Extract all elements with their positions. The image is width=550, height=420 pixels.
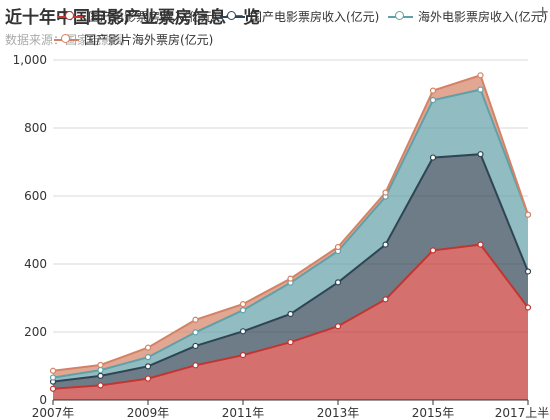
data-point-s3-10 — [477, 86, 484, 93]
legend-swatch-1-icon — [58, 10, 83, 24]
data-point-s1-8 — [382, 296, 389, 303]
y-tick-label: 600 — [24, 189, 47, 203]
data-point-s1-2 — [97, 382, 104, 389]
data-point-s4-11 — [524, 211, 532, 218]
data-point-s4-9 — [429, 87, 437, 94]
legend-item-foreign-box-office[interactable]: 海外电影票房收入(亿元) — [388, 8, 547, 25]
data-point-s4-4 — [192, 316, 199, 323]
data-point-s4-3 — [144, 344, 152, 351]
data-point-s2-8 — [382, 241, 389, 248]
x-tick-label: 2013年 — [317, 406, 360, 420]
legend-swatch-3-icon — [388, 10, 413, 24]
x-tick-label: 2017上半年 — [495, 406, 550, 420]
x-tick-label: 2007年 — [32, 406, 75, 420]
data-point-s4-5 — [239, 301, 247, 308]
data-point-s4-6 — [287, 275, 294, 282]
data-point-s1-7 — [334, 323, 342, 330]
data-point-s4-1 — [49, 367, 57, 374]
data-point-s2-7 — [334, 279, 342, 286]
legend-label-3: 海外电影票房收入(亿元) — [418, 10, 548, 24]
y-tick-label: 1,000 — [13, 53, 47, 67]
x-tick-label: 2011年 — [222, 406, 265, 420]
data-point-s1-1 — [49, 385, 57, 392]
data-point-s1-5 — [239, 352, 247, 359]
data-point-s2-10 — [477, 151, 484, 158]
data-point-s2-6 — [287, 310, 294, 318]
y-tick-label: 200 — [24, 325, 47, 339]
data-point-s2-5 — [239, 328, 247, 335]
data-point-s1-11 — [524, 304, 532, 311]
legend-item-overseas-box-office[interactable]: 国产影片海外票房(亿元) — [54, 31, 213, 48]
data-point-s3-5 — [239, 307, 247, 314]
data-point-s4-8 — [382, 189, 389, 196]
data-point-s4-10 — [477, 72, 484, 79]
y-tick-label: 400 — [24, 257, 47, 271]
legend-item-domestic-box-office-2[interactable]: 国产电影票房收入(亿元) — [220, 8, 379, 25]
legend-label-2: 国产电影票房收入(亿元) — [250, 10, 380, 24]
y-tick-label: 800 — [24, 121, 47, 135]
data-point-s2-4 — [192, 342, 199, 350]
data-point-s3-4 — [192, 329, 199, 336]
legend-item-domestic-box-office[interactable]: 国产电影票房收入(亿元) — [58, 8, 217, 25]
data-point-s2-11 — [524, 268, 532, 275]
series-area-1 — [53, 244, 528, 400]
x-tick-label: 2009年 — [127, 406, 170, 420]
series-area-3 — [53, 89, 528, 382]
data-point-s2-9 — [429, 154, 437, 161]
data-point-s1-6 — [287, 339, 294, 346]
legend-label-1: 国产电影票房收入(亿元) — [88, 10, 218, 24]
data-point-s1-3 — [144, 375, 152, 382]
plus-icon[interactable]: + — [536, 2, 550, 21]
data-point-s3-9 — [429, 97, 437, 104]
data-point-s2-2 — [97, 372, 104, 379]
data-point-s1-10 — [477, 241, 484, 248]
legend-swatch-4-icon — [54, 33, 79, 47]
x-tick-label: 2015年 — [412, 406, 455, 420]
data-point-s1-9 — [429, 247, 437, 254]
legend-label-4: 国产影片海外票房(亿元) — [84, 33, 214, 47]
series-area-2 — [53, 154, 528, 389]
data-point-s3-3 — [144, 354, 152, 361]
data-point-s2-3 — [144, 363, 152, 370]
legend-swatch-2-icon — [220, 10, 245, 24]
y-tick-label: 0 — [39, 393, 47, 407]
data-point-s4-2 — [97, 361, 104, 369]
data-point-s3-2 — [97, 366, 104, 374]
data-point-s1-4 — [192, 362, 199, 369]
data-point-s3-1 — [49, 374, 57, 381]
data-point-s4-7 — [334, 243, 342, 251]
